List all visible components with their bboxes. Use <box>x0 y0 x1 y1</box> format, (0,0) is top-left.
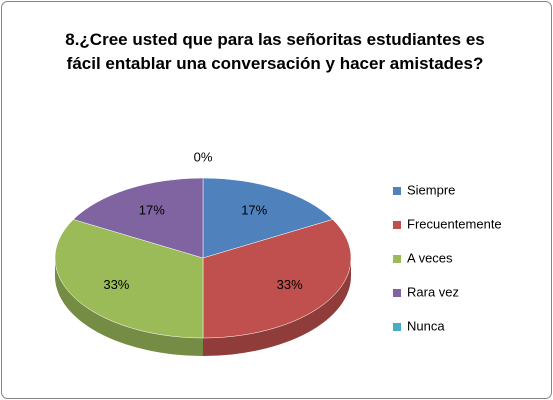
legend-swatch <box>393 323 401 331</box>
legend-label: Frecuentemente <box>407 216 502 231</box>
legend: Siempre Frecuentemente A veces Rara vez Nunc… <box>393 182 502 333</box>
pie-slice <box>72 177 204 259</box>
data-label: 33% <box>103 277 129 292</box>
data-label: 17% <box>241 203 267 218</box>
pie-top <box>54 177 352 339</box>
pie-slice <box>202 177 334 259</box>
pie-side <box>55 258 203 356</box>
data-label: 17% <box>139 203 165 218</box>
legend-swatch <box>393 221 401 229</box>
pie-side <box>203 258 351 356</box>
data-label: 0% <box>194 149 213 164</box>
legend-label: A veces <box>407 250 453 265</box>
legend-label: Nunca <box>407 318 445 333</box>
chart-title: 8.¿Cree usted que para las señoritas est… <box>65 30 485 73</box>
legend-label: Rara vez <box>407 284 459 299</box>
legend-label: Siempre <box>407 182 455 197</box>
legend-swatch <box>393 289 401 297</box>
labels: 17% 33% 33% 17% 0% <box>103 149 303 292</box>
data-label: 33% <box>277 277 303 292</box>
legend-swatch <box>393 255 401 263</box>
pie-sides <box>55 258 351 356</box>
pie-slice <box>202 219 352 339</box>
legend-swatch <box>393 187 401 195</box>
pie-slice <box>54 219 204 339</box>
